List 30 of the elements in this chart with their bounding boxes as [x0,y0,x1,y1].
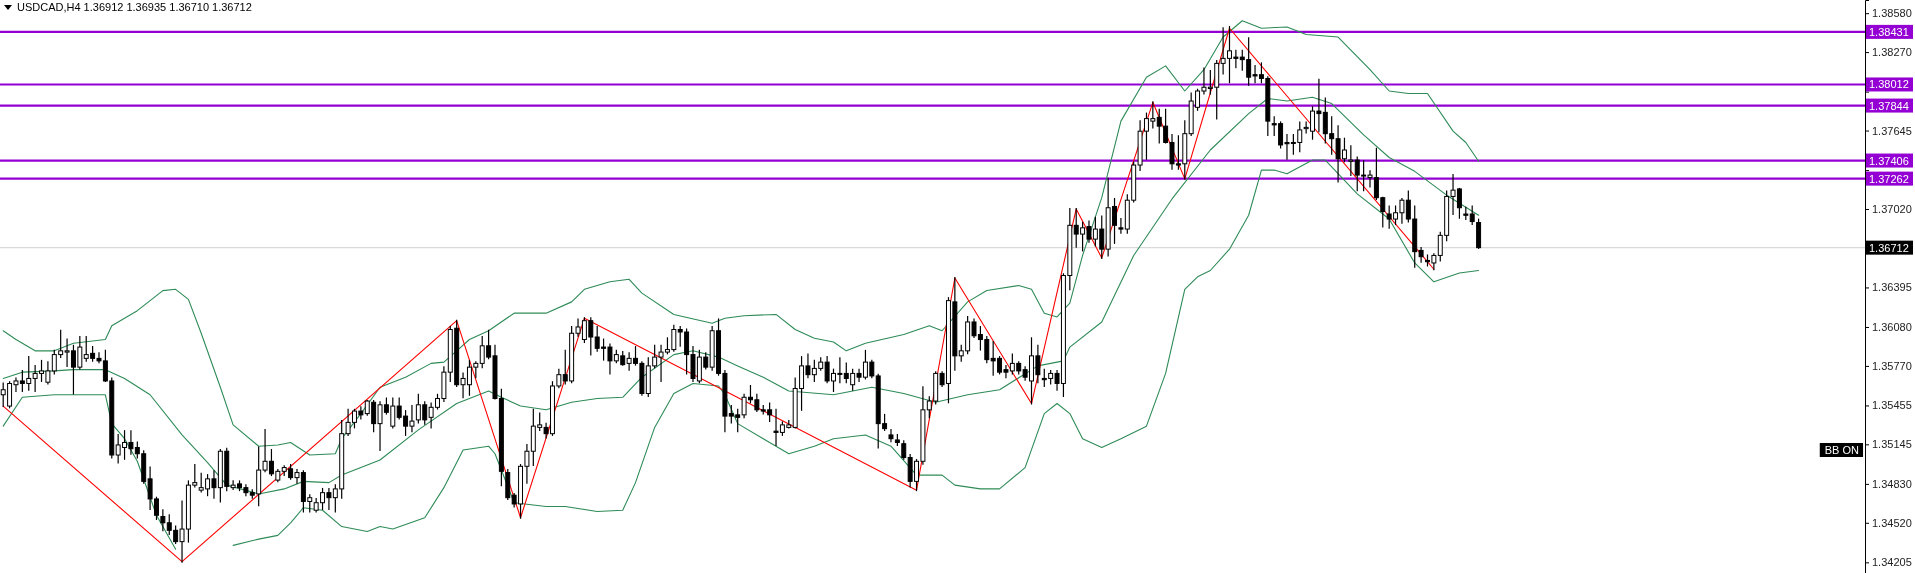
line-series [2,394,177,550]
candlestick [888,428,894,443]
annotation: BB ON [1824,444,1860,456]
y-tick-label: 1.37020 [1872,203,1912,216]
candlestick [1469,204,1475,226]
y-tick-label: 1.35770 [1872,359,1912,372]
ref-line-label: 1.36712 [1869,241,1909,254]
y-tick-label: 1.34520 [1872,516,1912,529]
y-tick-label: 1.36080 [1872,321,1912,333]
y-tick-label: 1.36395 [1872,281,1912,294]
line-series [2,27,1435,563]
candlestick [160,508,166,532]
line-series [232,159,1480,546]
candlestick [901,439,907,461]
y-tick-label: 1.35455 [1872,399,1912,412]
ref-line-label: 1.38012 [1869,78,1909,91]
ref-line-label: 1.37262 [1869,172,1909,185]
y-tick-label: 1.34205 [1872,556,1912,569]
ref-line-label: 1.38431 [1869,25,1909,38]
line-series [2,20,1480,456]
ref-line-label: 1.37406 [1869,154,1909,167]
y-tick-label: 1.34830 [1872,477,1912,490]
line-series [2,96,1480,495]
chart-title: USDCAD,H4 1.36912 1.36935 1.36710 1.36712 [17,1,252,13]
candlestick [1348,144,1354,177]
y-tick-label: 1.35145 [1872,438,1912,451]
y-tick-label: 1.38580 [1872,7,1912,20]
y-tick-label: 1.37645 [1872,124,1912,137]
ref-line-label: 1.37844 [1869,99,1909,112]
y-tick-label: 1.38270 [1872,46,1912,59]
